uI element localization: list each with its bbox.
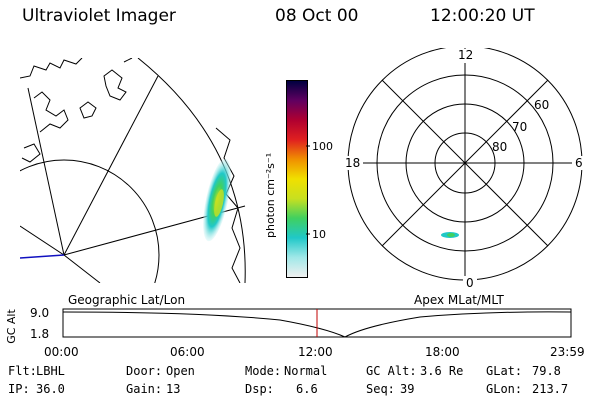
- mlt-label-12: 12: [458, 48, 474, 62]
- mlt-label-18: 18: [345, 156, 361, 170]
- flt-key: Flt:: [8, 364, 37, 378]
- time-label: 12:00:20 UT: [430, 6, 535, 26]
- door-value: Open: [166, 364, 195, 378]
- coastline: [79, 101, 97, 119]
- seq-key: Seq:: [366, 382, 395, 396]
- timeline-xtick-2359: 23:59: [550, 345, 585, 359]
- geographic-map: [20, 58, 246, 283]
- colorbar-label: photon cm⁻²s⁻¹: [264, 153, 277, 238]
- timeline-right-label: Apex MLat/MLT: [414, 293, 504, 307]
- timeline-ytick-1-8: 1.8: [30, 327, 50, 341]
- mlt-label-6: 6: [575, 156, 583, 170]
- meridian-line: [20, 225, 65, 256]
- gain-value: 13: [166, 382, 181, 396]
- colorbar-tick-10: 10: [312, 228, 326, 241]
- coastline: [103, 69, 127, 101]
- satellite-track: [20, 254, 65, 259]
- timeline-xtick-1200: 12:00: [298, 345, 333, 359]
- timeline-xtick-0000: 00:00: [44, 345, 79, 359]
- timeline-xtick-0600: 06:00: [170, 345, 205, 359]
- colorbar-tick-100: 100: [312, 140, 333, 153]
- polar-diagonal: [381, 79, 549, 247]
- ip-key: IP:: [8, 382, 30, 396]
- date-label: 08 Oct 00: [275, 6, 359, 26]
- status-info: Flt: LBHL Door: Open Mode: Normal GC Alt…: [0, 360, 600, 400]
- seq-value: 39: [400, 382, 415, 396]
- earth-limb: [137, 58, 246, 283]
- colorbar: [286, 80, 308, 278]
- polar-plot: [343, 48, 584, 288]
- timeline-axis-title: GC Alt: [4, 309, 18, 344]
- lat-label-80: 80: [492, 140, 508, 154]
- coastline: [123, 58, 133, 63]
- gcalt-value: 3.6 Re: [420, 364, 464, 378]
- dsp-value: 6.6: [296, 382, 318, 396]
- gcalt-key: GC Alt:: [366, 364, 417, 378]
- lat-label-70: 70: [512, 120, 528, 134]
- instrument-title: Ultraviolet Imager: [22, 6, 176, 26]
- door-key: Door:: [126, 364, 163, 378]
- coastline: [20, 58, 83, 79]
- orbit-timeline: [62, 308, 572, 338]
- ip-value: 36.0: [36, 382, 65, 396]
- mode-value: Normal: [284, 364, 328, 378]
- colorbar-axis: photon cm⁻²s⁻¹: [264, 145, 310, 238]
- meridian-line: [63, 254, 101, 283]
- mlt-label-0: 0: [466, 276, 474, 290]
- glat-value: 79.8: [532, 364, 561, 378]
- lat-label-60: 60: [534, 98, 550, 112]
- timeline-ytick-9: 9.0: [30, 306, 50, 320]
- latitude-circle: [20, 159, 160, 283]
- glon-key: GLon:: [486, 382, 523, 396]
- flt-value: LBHL: [36, 364, 65, 378]
- meridian-line: [63, 75, 159, 256]
- timeline-left-label: Geographic Lat/Lon: [68, 293, 186, 307]
- mode-key: Mode:: [245, 364, 282, 378]
- coastline: [33, 91, 69, 133]
- meridian-line: [27, 87, 65, 256]
- timeline-xtick-1800: 18:00: [425, 345, 460, 359]
- dsp-key: Dsp:: [245, 382, 274, 396]
- gain-key: Gain:: [126, 382, 163, 396]
- glon-value: 213.7: [532, 382, 569, 396]
- coastline: [21, 143, 41, 163]
- coastline: [215, 127, 241, 283]
- header-bar: Ultraviolet Imager 08 Oct 00 12:00:20 UT: [0, 6, 600, 30]
- glat-key: GLat:: [486, 364, 523, 378]
- orbit-altitude-curve: [62, 311, 572, 338]
- aurora-emission-core: [214, 189, 224, 217]
